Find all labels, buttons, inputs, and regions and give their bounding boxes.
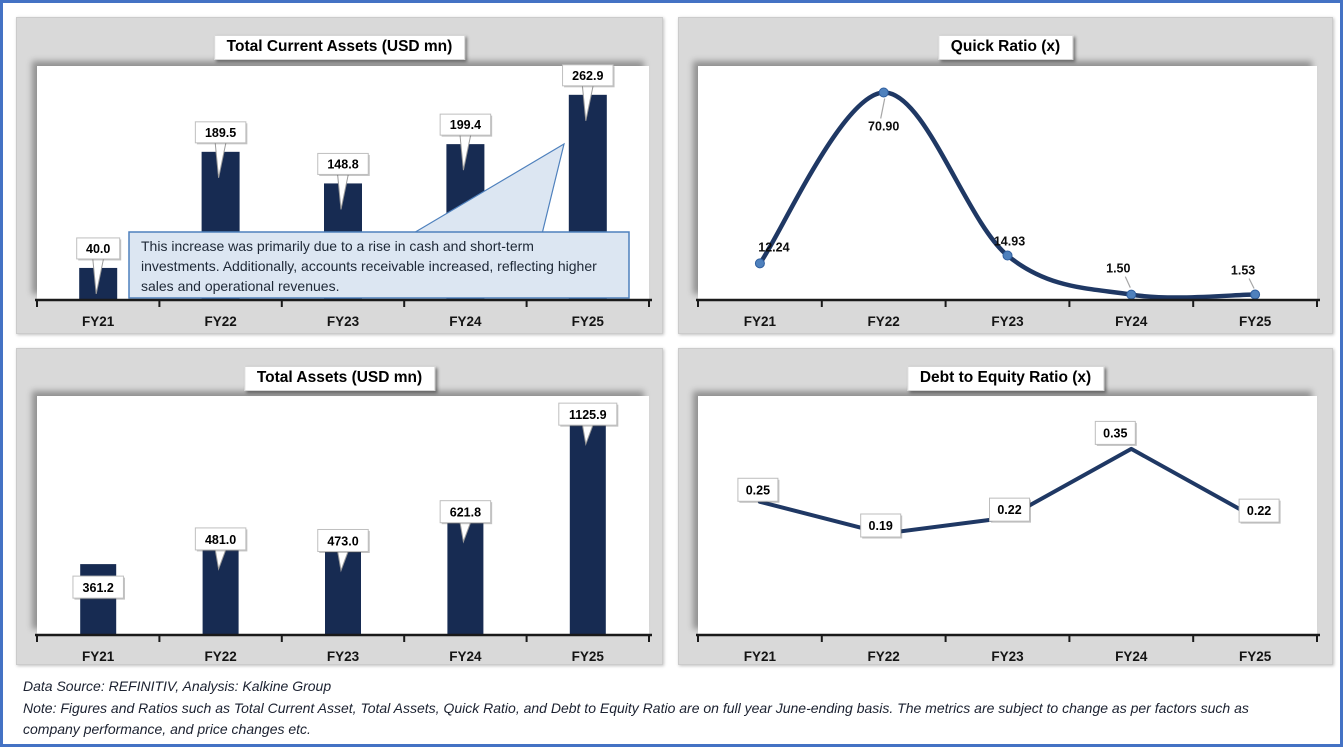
line-data-label: 1.53 <box>1231 264 1255 278</box>
x-axis-label: FY23 <box>991 314 1024 329</box>
chart-panel-debt-to-equity: Debt to Equity Ratio (x) 0.25 0.19 0.22 0.3… <box>678 348 1333 665</box>
line-data-label: 12.24 <box>758 240 789 254</box>
x-axis-label: FY25 <box>1239 649 1272 664</box>
data-label-box <box>860 513 902 538</box>
data-label-box <box>439 500 492 524</box>
line-data-label: 0.22 <box>997 503 1021 517</box>
chart-title: Total Current Assets (USD mn) <box>213 35 466 60</box>
bar-data-label: 148.8 <box>327 157 358 171</box>
data-point-marker <box>1250 289 1261 300</box>
annotation-callout-box <box>128 231 630 299</box>
leader-line <box>880 98 886 119</box>
line-data-label: 1.50 <box>1106 262 1130 276</box>
line-data-label: 70.90 <box>868 120 899 134</box>
x-axis-label: FY24 <box>449 649 482 664</box>
data-point-marker <box>754 258 765 269</box>
chart-panel-quick-ratio: Quick Ratio (x) 12.24 70.90 14.93 1.50 1.53 F… <box>678 17 1333 334</box>
line-data-label: 14.93 <box>994 235 1025 249</box>
x-axis-label: FY21 <box>82 649 115 664</box>
bar-data-label: 199.4 <box>450 118 481 132</box>
bar-data-label: 473.0 <box>327 534 358 548</box>
bar-data-label: 1125.9 <box>569 408 607 422</box>
chart-canvas-debt-to-equity: 0.25 0.19 0.22 0.35 0.22 FY21 FY22 FY23 FY24 FY25 <box>696 420 1320 664</box>
leader-line <box>1124 276 1131 288</box>
data-point-marker <box>1126 289 1137 300</box>
x-axis-label: FY21 <box>744 649 777 664</box>
chart-title: Quick Ratio (x) <box>937 35 1074 60</box>
x-axis-label: FY22 <box>868 314 900 329</box>
data-label-box <box>72 575 124 599</box>
x-axis-label: FY25 <box>572 314 605 329</box>
bar-data-label: 189.5 <box>205 126 236 140</box>
line-data-label: 0.19 <box>869 519 893 533</box>
footer-notes: Data Source: REFINITIV, Analysis: Kalkin… <box>23 676 1308 741</box>
chart-canvas-total-current-assets: 40.0 189.5 148.8 199.4 262.9 FY21 FY22 FY23 FY24… <box>35 64 652 329</box>
chart-canvas-total-assets: 361.2 481.0 473.0 621.8 1125.9 FY21 FY22 FY23 FY… <box>35 402 652 664</box>
annotation-callout-wedge <box>409 142 565 235</box>
data-label-box <box>989 497 1030 522</box>
bar-data-label: 40.0 <box>86 242 110 256</box>
leader-line <box>1248 278 1255 289</box>
x-axis-label: FY25 <box>1239 314 1272 329</box>
bar <box>569 416 606 634</box>
bar-data-label: 481.0 <box>205 533 236 547</box>
chart-panel-total-assets: Total Assets (USD mn) 361.2 481.0 473.0 621… <box>16 348 663 665</box>
chart-canvas-quick-ratio: 12.24 70.90 14.93 1.50 1.53 FY21 FY22 FY23 FY24 F… <box>696 87 1320 329</box>
x-axis-label: FY24 <box>1115 649 1148 664</box>
x-axis-label: FY24 <box>1115 314 1148 329</box>
chart-title: Total Assets (USD mn) <box>243 366 436 391</box>
x-axis-label: FY21 <box>744 314 777 329</box>
data-label-box <box>194 527 247 551</box>
x-axis-label: FY21 <box>82 314 115 329</box>
data-label-box <box>562 64 614 87</box>
line-data-label: 0.35 <box>1103 426 1127 440</box>
bar-data-label: 262.9 <box>572 69 603 83</box>
data-label-box <box>317 152 369 175</box>
chart-panel-total-current-assets: Total Current Assets (USD mn) This incre… <box>16 17 663 334</box>
x-axis-label: FY22 <box>204 314 236 329</box>
methodology-note: Note: Figures and Ratios such as Total C… <box>23 699 1249 738</box>
line-series <box>757 90 1258 300</box>
line-data-label: 0.25 <box>746 483 770 497</box>
data-label-box <box>558 402 618 426</box>
data-label-box <box>1094 420 1136 445</box>
data-label-box <box>317 528 369 552</box>
chart-title: Debt to Equity Ratio (x) <box>906 366 1105 391</box>
data-label-box <box>737 477 779 502</box>
x-axis-label: FY23 <box>991 649 1024 664</box>
data-label-box <box>1238 498 1280 523</box>
annotation-callout-text: This increase was primarily due to a ris… <box>141 238 597 294</box>
data-label-box <box>194 121 247 144</box>
x-axis-label: FY24 <box>449 314 482 329</box>
x-axis-label: FY23 <box>327 314 360 329</box>
bar-data-label: 621.8 <box>450 506 481 520</box>
x-axis-label: FY23 <box>327 649 360 664</box>
x-axis-label: FY22 <box>868 649 900 664</box>
line-data-label: 0.22 <box>1247 504 1271 518</box>
bar-data-label: 361.2 <box>83 581 114 595</box>
data-point-marker <box>878 87 889 98</box>
data-label-box <box>439 113 492 136</box>
x-axis-label: FY22 <box>204 649 236 664</box>
data-source-note: Data Source: REFINITIV, Analysis: Kalkin… <box>23 678 332 694</box>
data-label-box <box>76 237 121 260</box>
data-point-marker <box>1002 250 1013 261</box>
x-axis-label: FY25 <box>572 649 605 664</box>
